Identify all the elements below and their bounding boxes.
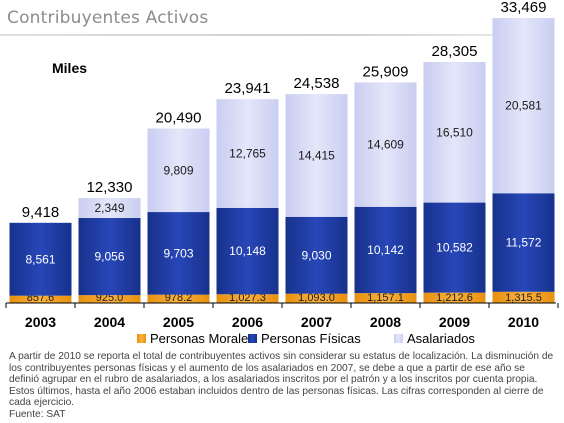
legend-swatch: [137, 334, 146, 343]
bar-label-0-2005: 978.2: [165, 292, 193, 304]
bar-segment-2-2005: [147, 128, 210, 213]
bar-segment-0-2005: [147, 294, 210, 303]
bar-label-2-2009: 16,510: [436, 125, 473, 139]
title-divider: [0, 34, 548, 36]
bar-segment-1-2009: [423, 202, 486, 293]
bar-label-1-2005: 9,703: [163, 246, 193, 260]
x-tick-label-2004: 2004: [94, 314, 125, 330]
bar-total-label-2005: 20,490: [156, 110, 202, 127]
stacked-bar-chart: 857.68,5619,418925.09,0562,34912,330978.…: [5, 0, 559, 346]
bar-segment-0-2003: [9, 295, 72, 303]
bar-label-1-2007: 9,030: [301, 248, 331, 262]
legend-item-2: Asalariados: [394, 331, 475, 346]
legend-label: Personas Morales: [150, 331, 255, 346]
bar-total-label-2003: 9,418: [22, 204, 60, 221]
bar-segment-2-2010: [492, 18, 555, 194]
bar-label-0-2006: 1,027.3: [229, 292, 266, 304]
bar-segment-2-2006: [216, 99, 279, 208]
bar-label-1-2008: 10,142: [367, 243, 404, 257]
footnote-text: A partir de 2010 se reporta el total de …: [9, 351, 554, 409]
bar-total-label-2010: 33,469: [501, 0, 547, 16]
bar-label-0-2010: 1,315.5: [505, 292, 542, 304]
x-tick-label-2009: 2009: [439, 314, 470, 330]
bar-segment-0-2010: [492, 291, 555, 303]
x-tick-label-2003: 2003: [25, 314, 56, 330]
bar-segment-0-2008: [354, 293, 417, 303]
legend-item-1: Personas Físicas: [248, 331, 361, 346]
bar-label-0-2007: 1,093.0: [298, 292, 335, 304]
bar-total-label-2006: 23,941: [225, 80, 271, 97]
bar-total-label-2008: 25,909: [363, 63, 409, 80]
bar-segment-0-2007: [285, 293, 348, 303]
bar-segment-2-2008: [354, 82, 417, 207]
legend-label: Asalariados: [407, 331, 475, 346]
x-tick-label-2006: 2006: [232, 314, 263, 330]
page-title: Contribuyentes Activos: [7, 8, 209, 28]
bar-label-1-2009: 10,582: [436, 241, 473, 255]
footnote-source: Fuente: SAT: [9, 408, 66, 420]
footnote: A partir de 2010 se reporta el total de …: [9, 351, 557, 421]
bar-label-2-2010: 20,581: [505, 99, 542, 113]
bar-label-2-2004: 2,349: [94, 201, 124, 215]
bar-label-2-2006: 12,765: [229, 147, 266, 161]
bar-label-0-2008: 1,157.1: [367, 292, 404, 304]
bar-label-2-2005: 9,809: [163, 163, 193, 177]
bar-total-label-2004: 12,330: [87, 179, 133, 196]
bar-total-label-2007: 24,538: [294, 75, 340, 92]
bar-segment-2-2009: [423, 62, 486, 203]
bar-label-0-2009: 1,212.6: [436, 292, 473, 304]
legend-swatch: [248, 334, 257, 343]
x-tick-label-2005: 2005: [163, 314, 194, 330]
bar-segment-1-2003: [9, 222, 72, 296]
bar-total-label-2009: 28,305: [432, 43, 478, 60]
bar-segment-1-2004: [78, 218, 141, 296]
bar-segment-1-2006: [216, 207, 279, 295]
bar-segment-1-2010: [492, 193, 555, 292]
legend-label: Personas Físicas: [261, 331, 361, 346]
legend-item-0: Personas Morales: [137, 331, 255, 346]
x-axis-ticks: 2003 2004 2005 2006 2007 2008 2009 2010: [5, 303, 559, 330]
bar-segment-1-2005: [147, 212, 210, 295]
bar-segment-0-2006: [216, 294, 279, 303]
legend-swatch: [394, 334, 403, 343]
bar-label-1-2010: 11,572: [506, 236, 542, 250]
bar-segment-0-2004: [78, 295, 141, 303]
bar-label-1-2006: 10,148: [229, 244, 266, 258]
x-tick-label-2010: 2010: [508, 314, 539, 330]
bar-segment-1-2008: [354, 206, 417, 294]
legend: Personas Morales Personas Físicas Asalaria…: [137, 331, 475, 346]
bar-label-2-2008: 14,609: [367, 138, 404, 152]
chart-unit-label: Miles: [52, 60, 88, 76]
bars-layer: 857.68,5619,418925.09,0562,34912,330978.…: [9, 0, 555, 304]
bar-label-1-2003: 8,561: [25, 252, 55, 266]
bar-segment-1-2007: [285, 216, 348, 294]
bar-segment-0-2009: [423, 292, 486, 303]
x-tick-label-2008: 2008: [370, 314, 401, 330]
bar-label-2-2007: 14,415: [298, 148, 335, 162]
x-tick-label-2007: 2007: [301, 314, 332, 330]
bar-segment-2-2004: [78, 198, 141, 219]
bar-segment-2-2007: [285, 94, 348, 217]
bar-label-1-2004: 9,056: [94, 250, 124, 264]
